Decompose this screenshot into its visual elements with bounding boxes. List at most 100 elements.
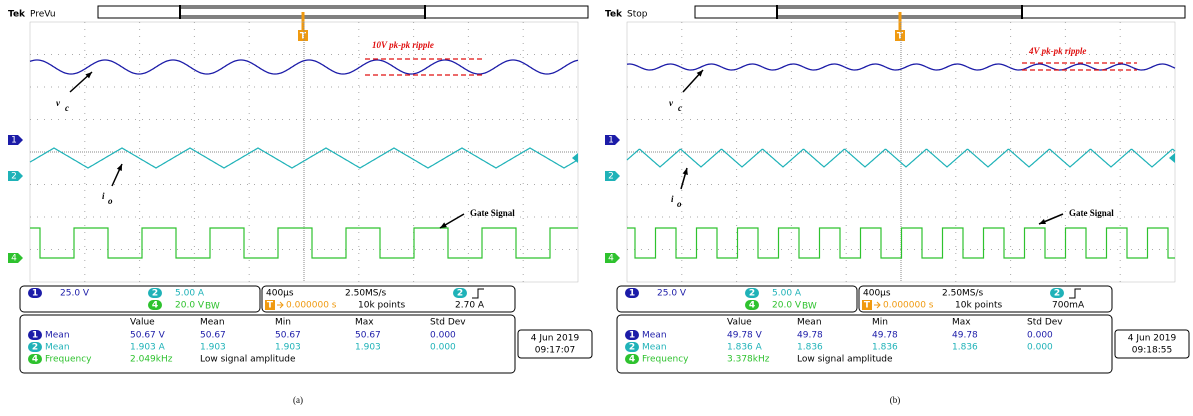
measurement-value: 1.903: [275, 343, 301, 353]
measurement-value: 1.903 A: [130, 343, 166, 353]
measurement-header: Min: [275, 318, 291, 328]
measurement-header: Mean: [797, 318, 822, 328]
date: 4 Jun 2019: [531, 334, 580, 344]
caption: (b): [890, 395, 901, 405]
trigger-level: 700mA: [1052, 301, 1085, 311]
trigger-position: 0.000000 s: [286, 301, 337, 311]
io-subscript: o: [677, 199, 682, 209]
ch1-scale: 25.0 V: [60, 289, 90, 299]
ch4-scale: 20.0 V: [772, 301, 802, 311]
measurement-name: Mean: [45, 331, 70, 341]
ch2-scale: 5.00 A: [175, 289, 205, 299]
measurement-value: 1.903: [200, 343, 226, 353]
channel-number: 1: [629, 331, 635, 341]
measurement-value: 0.000: [1027, 331, 1053, 341]
status: PreVu: [30, 10, 56, 20]
channel-number: 1: [32, 289, 38, 299]
scope-panel: TekPreVuT12410V pk-pk ripplevcioGate Sig…: [8, 5, 592, 405]
measurement-header: Mean: [200, 318, 225, 328]
measurement-value: 0.000: [430, 343, 456, 353]
channel-number: 2: [629, 343, 635, 353]
trigger-level: 2.70 A: [455, 301, 485, 311]
brand: Tek: [8, 10, 26, 20]
figure: TekPreVuT12410V pk-pk ripplevcioGate Sig…: [0, 0, 1193, 416]
measurement-header: Std Dev: [1027, 318, 1063, 328]
trigger-icon: T: [864, 301, 871, 311]
date: 4 Jun 2019: [1128, 334, 1177, 344]
time: 09:17:07: [535, 346, 575, 356]
measurement-header: Max: [355, 318, 374, 328]
channel-marker-label: 1: [11, 136, 17, 146]
measurement-value: 49.78: [872, 331, 898, 341]
measurement-value: 50.67 V: [130, 331, 166, 341]
channel-settings: [617, 286, 857, 312]
measurement-value: 2.049kHz: [130, 355, 173, 365]
measurement-value: 1.836: [952, 343, 978, 353]
channel-number: 4: [152, 301, 158, 311]
trigger-icon: T: [267, 301, 274, 311]
measurement-value: Low signal amplitude: [200, 355, 296, 365]
ripple-label: 4V pk-pk ripple: [1028, 46, 1086, 56]
channel-settings: [20, 286, 260, 312]
ripple-label: 10V pk-pk ripple: [372, 40, 434, 50]
ch4-scale: 20.0 V: [175, 301, 205, 311]
measurement-value: 50.67: [200, 331, 226, 341]
measurement-name: Mean: [45, 343, 70, 353]
ch1-scale: 25.0 V: [657, 289, 687, 299]
time: 09:18:55: [1132, 346, 1172, 356]
gate-trace: [627, 228, 1175, 258]
sample-rate: 2.50MS/s: [345, 289, 387, 299]
sample-rate: 2.50MS/s: [942, 289, 984, 299]
gate-label: Gate Signal: [1069, 208, 1114, 218]
caption: (a): [293, 395, 303, 405]
ch2-scale: 5.00 A: [772, 289, 802, 299]
status: Stop: [627, 10, 648, 20]
measurement-value: 49.78 V: [727, 331, 763, 341]
io-label: i: [671, 194, 674, 204]
measurement-value: 0.000: [430, 331, 456, 341]
channel-number: 2: [457, 289, 463, 299]
channel-marker-label: 2: [608, 172, 614, 182]
channel-number: 2: [1054, 289, 1060, 299]
measurement-value: 3.378kHz: [727, 355, 770, 365]
measurement-name: Frequency: [45, 355, 92, 365]
measurement-header: Value: [727, 318, 752, 328]
channel-marker-label: 2: [11, 172, 17, 182]
channel-number: 4: [749, 301, 755, 311]
channel-number: 4: [629, 355, 635, 365]
vc-subscript: c: [65, 103, 69, 113]
measurement-value: 50.67: [355, 331, 381, 341]
measurement-value: 1.836 A: [727, 343, 763, 353]
measurement-header: Min: [872, 318, 888, 328]
channel-number: 1: [32, 331, 38, 341]
measurement-value: 1.903: [355, 343, 381, 353]
measurement-value: 1.836: [797, 343, 823, 353]
bandwidth-limit: BW: [205, 302, 220, 312]
trigger-position: 0.000000 s: [883, 301, 934, 311]
timebase: 400µs: [863, 289, 891, 299]
ch2-edge-marker: [1169, 153, 1175, 163]
channel-number: 2: [749, 289, 755, 299]
channel-marker-label: 1: [608, 136, 614, 146]
brand: Tek: [605, 10, 623, 20]
measurement-header: Value: [130, 318, 155, 328]
channel-number: 4: [32, 355, 38, 365]
channel-number: 2: [152, 289, 158, 299]
channel-number: 2: [32, 343, 38, 353]
measurement-name: Frequency: [642, 355, 689, 365]
vc-label: v: [56, 98, 61, 108]
vc-subscript: c: [678, 103, 682, 113]
measurement-header: Std Dev: [430, 318, 466, 328]
measurement-value: 1.836: [872, 343, 898, 353]
page: TekPreVuT12410V pk-pk ripplevcioGate Sig…: [0, 0, 1193, 416]
timebase: 400µs: [266, 289, 294, 299]
gate-label: Gate Signal: [470, 208, 515, 218]
trigger-label: T: [300, 32, 307, 42]
measurement-value: 49.78: [952, 331, 978, 341]
vc-label: v: [669, 98, 674, 108]
record-length: 10k points: [358, 301, 405, 311]
channel-number: 1: [629, 289, 635, 299]
trigger-label: T: [897, 32, 904, 42]
io-subscript: o: [108, 196, 113, 206]
measurement-name: Mean: [642, 343, 667, 353]
